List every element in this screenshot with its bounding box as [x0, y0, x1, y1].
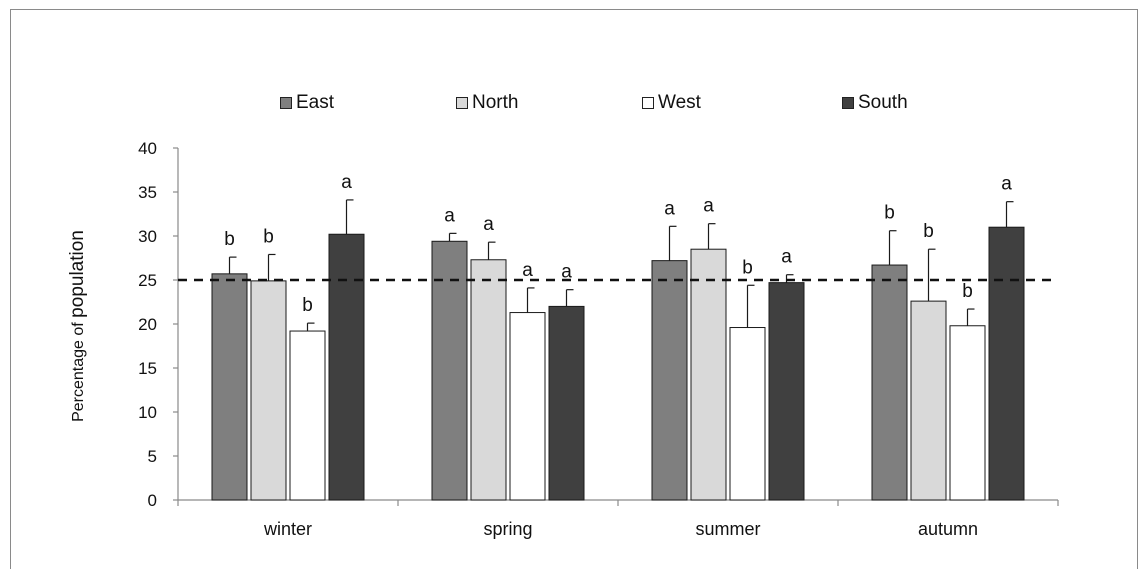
y-tick-label: 40: [138, 139, 157, 158]
y-tick-label: 15: [138, 359, 157, 378]
legend-item-east: East: [280, 92, 334, 114]
bar-south-summer: [768, 282, 805, 501]
significance-label: a: [444, 205, 455, 226]
significance-label: a: [522, 260, 533, 281]
y-tick-label: 35: [138, 183, 157, 202]
bar-north-autumn: [910, 300, 947, 501]
x-tick-label: summer: [695, 519, 760, 539]
x-tick-label: autumn: [918, 519, 978, 539]
y-tick-label: 25: [138, 271, 157, 290]
significance-label: a: [483, 214, 494, 235]
chart-legend: East North West South: [0, 92, 1142, 122]
x-tick-label: winter: [263, 519, 312, 539]
y-tick-label: 5: [148, 447, 157, 466]
bar-north-spring: [470, 259, 507, 501]
legend-swatch-south: [842, 97, 854, 109]
significance-label: a: [561, 262, 572, 283]
legend-label-west: West: [658, 92, 701, 113]
y-tick-label: 30: [138, 227, 157, 246]
x-tick-label: spring: [483, 519, 532, 539]
y-tick-label: 10: [138, 403, 157, 422]
significance-label: b: [263, 226, 274, 247]
bar-east-spring: [431, 240, 468, 501]
legend-swatch-west: [642, 97, 654, 109]
legend-label-south: South: [858, 92, 908, 113]
bar-east-autumn: [871, 264, 908, 501]
bar-south-spring: [548, 305, 585, 501]
legend-label-north: North: [472, 92, 519, 113]
legend-item-south: South: [842, 92, 908, 114]
bar-west-autumn: [949, 325, 986, 501]
bar-east-summer: [651, 260, 688, 501]
legend-label-east: East: [296, 92, 335, 113]
y-tick-label: 0: [148, 491, 157, 510]
significance-label: a: [664, 198, 675, 219]
legend-swatch-north: [456, 97, 468, 109]
legend-item-north: North: [456, 92, 518, 114]
legend-item-west: West: [642, 92, 701, 114]
significance-label: a: [341, 172, 352, 193]
significance-label: b: [224, 229, 235, 250]
bar-west-summer: [729, 327, 766, 501]
significance-label: b: [884, 203, 895, 224]
significance-label: b: [302, 295, 313, 316]
significance-label: a: [703, 196, 714, 217]
legend-swatch-east: [280, 97, 292, 109]
significance-label: a: [781, 247, 792, 268]
bar-south-winter: [328, 233, 365, 501]
bar-north-winter: [250, 280, 287, 501]
bar-south-autumn: [988, 226, 1025, 501]
bar-west-spring: [509, 312, 546, 501]
significance-label: b: [923, 221, 934, 242]
y-tick-label: 20: [138, 315, 157, 334]
bar-north-summer: [690, 248, 727, 501]
chart-frame: [10, 9, 1138, 569]
significance-label: b: [742, 257, 753, 278]
bar-east-winter: [211, 273, 248, 501]
bar-west-winter: [289, 330, 326, 501]
significance-label: a: [1001, 174, 1012, 195]
significance-label: b: [962, 281, 973, 302]
